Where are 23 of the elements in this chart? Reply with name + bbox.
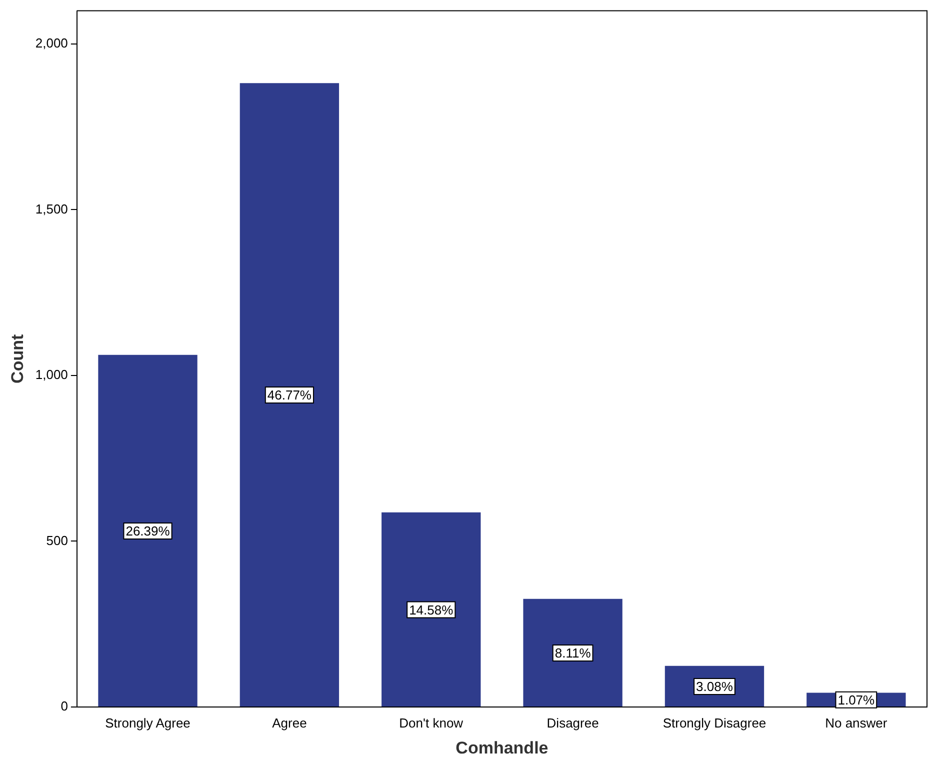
x-tick-label: Strongly Disagree: [662, 715, 766, 730]
x-tick-label: No answer: [825, 715, 888, 730]
x-tick-label: Strongly Agree: [105, 715, 190, 730]
x-tick-label: Disagree: [546, 715, 599, 730]
x-axis-title: Comhandle: [456, 738, 548, 758]
y-tick-label: 500: [46, 532, 68, 548]
x-tick-label: Agree: [272, 715, 307, 730]
y-tick-label: 1,500: [35, 201, 68, 216]
bar: [240, 83, 340, 706]
annotation: 1.07%: [838, 692, 876, 708]
bar: [98, 354, 198, 706]
bar: [382, 512, 481, 706]
y-tick-label: 1,000: [35, 367, 68, 382]
y-tick-label: 2,000: [35, 36, 68, 51]
x-tick-label: Don't know: [399, 715, 464, 730]
y-tick-label: 0: [60, 698, 68, 714]
annotation: 14.58%: [409, 602, 454, 618]
annotation: 3.08%: [696, 679, 734, 694]
y-axis-title: Count: [8, 334, 27, 384]
annotation: 26.39%: [126, 524, 170, 539]
annotation: 46.77%: [267, 388, 312, 403]
bar: [523, 598, 622, 706]
annotation: 8.11%: [554, 646, 592, 661]
